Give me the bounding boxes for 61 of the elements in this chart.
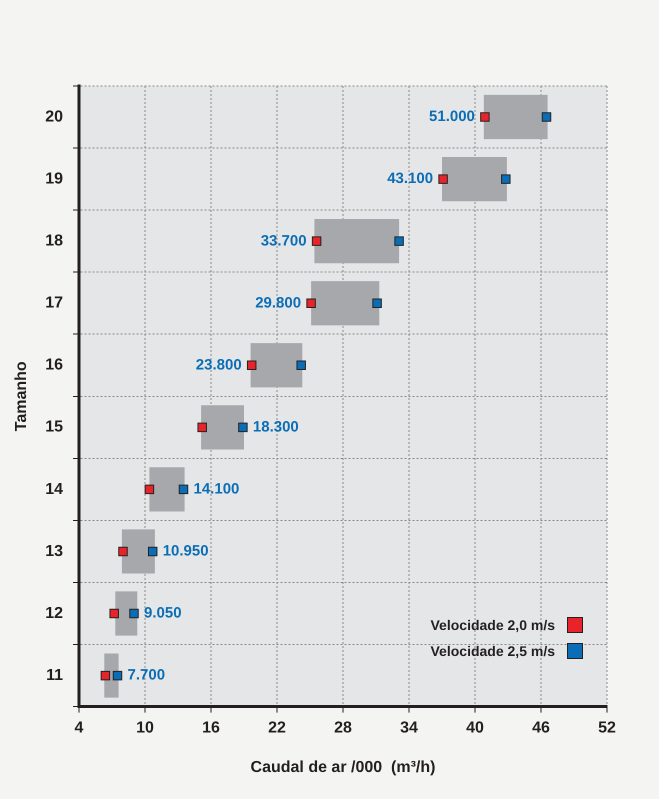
bar [149, 467, 185, 512]
annotation: 10.950 [162, 542, 209, 560]
annotation: 29.800 [255, 294, 302, 312]
point [394, 236, 404, 246]
point [238, 422, 248, 432]
y-axis-title: Tamanho [13, 361, 30, 432]
point [372, 298, 382, 308]
y-tick-label: 17 [45, 294, 64, 312]
point [306, 298, 316, 308]
point [501, 174, 511, 184]
bar [314, 219, 400, 264]
point [312, 236, 322, 246]
point [100, 670, 110, 680]
annotation: 7.700 [127, 666, 166, 684]
point [438, 174, 448, 184]
point [178, 484, 188, 494]
bar [122, 529, 155, 574]
annotation: 9.050 [144, 604, 182, 622]
annotation: 23.800 [196, 356, 242, 374]
y-tick-label: 11 [46, 666, 64, 684]
y-tick-label: 13 [45, 542, 64, 560]
point [542, 112, 552, 122]
annotation: 51.000 [429, 108, 475, 126]
point [246, 360, 256, 370]
x-tick-label: 52 [598, 720, 616, 737]
x-tick-label: 22 [268, 720, 286, 737]
point [296, 360, 306, 370]
y-tick-label: 20 [45, 108, 64, 126]
bar [201, 405, 244, 450]
x-tick-label: 40 [466, 720, 484, 737]
legend-label: Velocidade 2,0 m/s [430, 617, 555, 633]
annotation: 33.700 [260, 232, 307, 250]
x-tick-label: 46 [532, 720, 550, 737]
legend-label: Velocidade 2,5 m/s [430, 643, 555, 659]
x-tick-label: 4 [74, 720, 84, 737]
y-tick-label: 19 [45, 170, 64, 188]
annotation: 43.100 [387, 170, 434, 188]
annotation: 18.300 [252, 418, 299, 436]
point [118, 546, 128, 556]
y-tick-label: 14 [45, 480, 64, 498]
point [480, 112, 490, 122]
bar [484, 94, 548, 140]
x-tick-label: 16 [202, 720, 220, 737]
point [129, 608, 139, 618]
point [109, 608, 119, 618]
point [112, 670, 122, 680]
bar [311, 281, 380, 326]
y-tick-label: 16 [45, 356, 64, 374]
x-tick-label: 34 [400, 720, 418, 737]
x-tick-label: 10 [136, 720, 154, 737]
annotation: 14.100 [193, 480, 240, 498]
bar [250, 343, 302, 388]
x-axis-title: Caudal de ar /000 (m³/h) [250, 758, 436, 776]
y-tick-label: 15 [45, 418, 64, 436]
bar [442, 156, 507, 202]
y-tick-label: 12 [45, 604, 64, 622]
x-tick-label: 28 [334, 720, 352, 737]
point [144, 484, 154, 494]
point [197, 422, 207, 432]
point [148, 546, 158, 556]
y-tick-label: 18 [45, 232, 64, 250]
